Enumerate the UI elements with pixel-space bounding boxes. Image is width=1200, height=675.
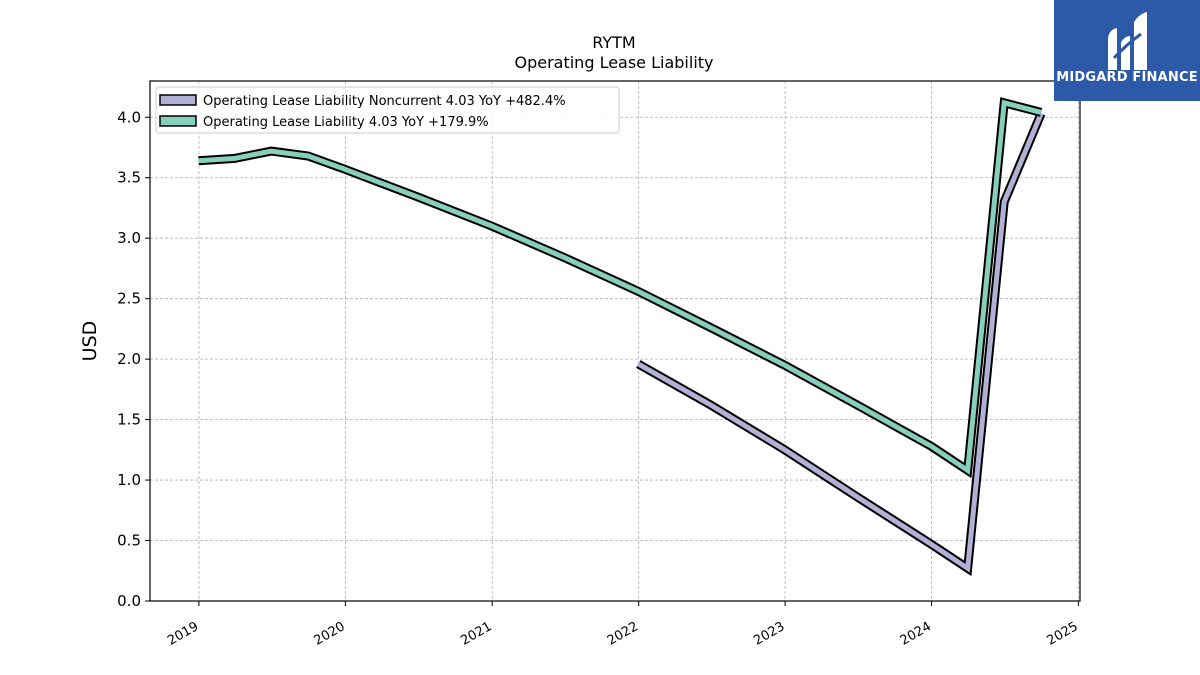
y-tick-label: 2.5 (117, 290, 141, 308)
series-line-1 (198, 99, 1042, 475)
x-tick-label: 2025 (1045, 619, 1081, 649)
y-axis-ticks: 0.0 0.5 1.0 1.5 2.0 2.5 3.0 3.5 4.0 (117, 108, 150, 610)
chart-subtitle: Operating Lease Liability (514, 53, 713, 72)
legend-label-noncurrent: Operating Lease Liability Noncurrent 4.0… (203, 94, 566, 109)
legend-label-total: Operating Lease Liability 4.03 YoY +179.… (203, 115, 489, 130)
y-tick-label: 0.0 (117, 592, 141, 610)
legend: Operating Lease Liability Noncurrent 4.0… (155, 86, 620, 134)
y-tick-label: 0.5 (117, 532, 141, 550)
x-tick-label: 2024 (898, 619, 934, 649)
series-outline-1 (198, 97, 1043, 479)
y-tick-label: 1.5 (117, 411, 141, 429)
y-tick-label: 1.0 (117, 471, 141, 489)
x-axis-ticks: 2019 2020 2021 2022 2023 2024 2025 (165, 601, 1081, 649)
x-tick-label: 2019 (165, 619, 201, 649)
x-tick-label: 2020 (312, 619, 348, 649)
legend-swatch-total (159, 115, 197, 127)
y-tick-label: 3.0 (117, 229, 141, 247)
y-axis-label: USD (79, 321, 101, 362)
grid-lines (150, 81, 1080, 602)
brand-logo: MIDGARD FINANCE (1054, 0, 1200, 101)
y-tick-label: 3.5 (117, 169, 141, 187)
x-tick-label: 2021 (458, 619, 494, 649)
x-tick-label: 2022 (605, 619, 641, 649)
chart-title: RYTM (592, 33, 635, 52)
series-lines (198, 97, 1046, 577)
legend-swatch-noncurrent (159, 94, 197, 106)
midgard-logo-mark-icon (1108, 12, 1147, 70)
y-tick-label: 2.0 (117, 350, 141, 368)
logo-text: MIDGARD FINANCE (1056, 70, 1198, 85)
y-tick-label: 4.0 (117, 108, 141, 126)
plot-frame (149, 80, 1081, 602)
legend-box (155, 86, 620, 134)
x-tick-label: 2023 (751, 619, 787, 649)
series-line-0 (637, 112, 1044, 573)
